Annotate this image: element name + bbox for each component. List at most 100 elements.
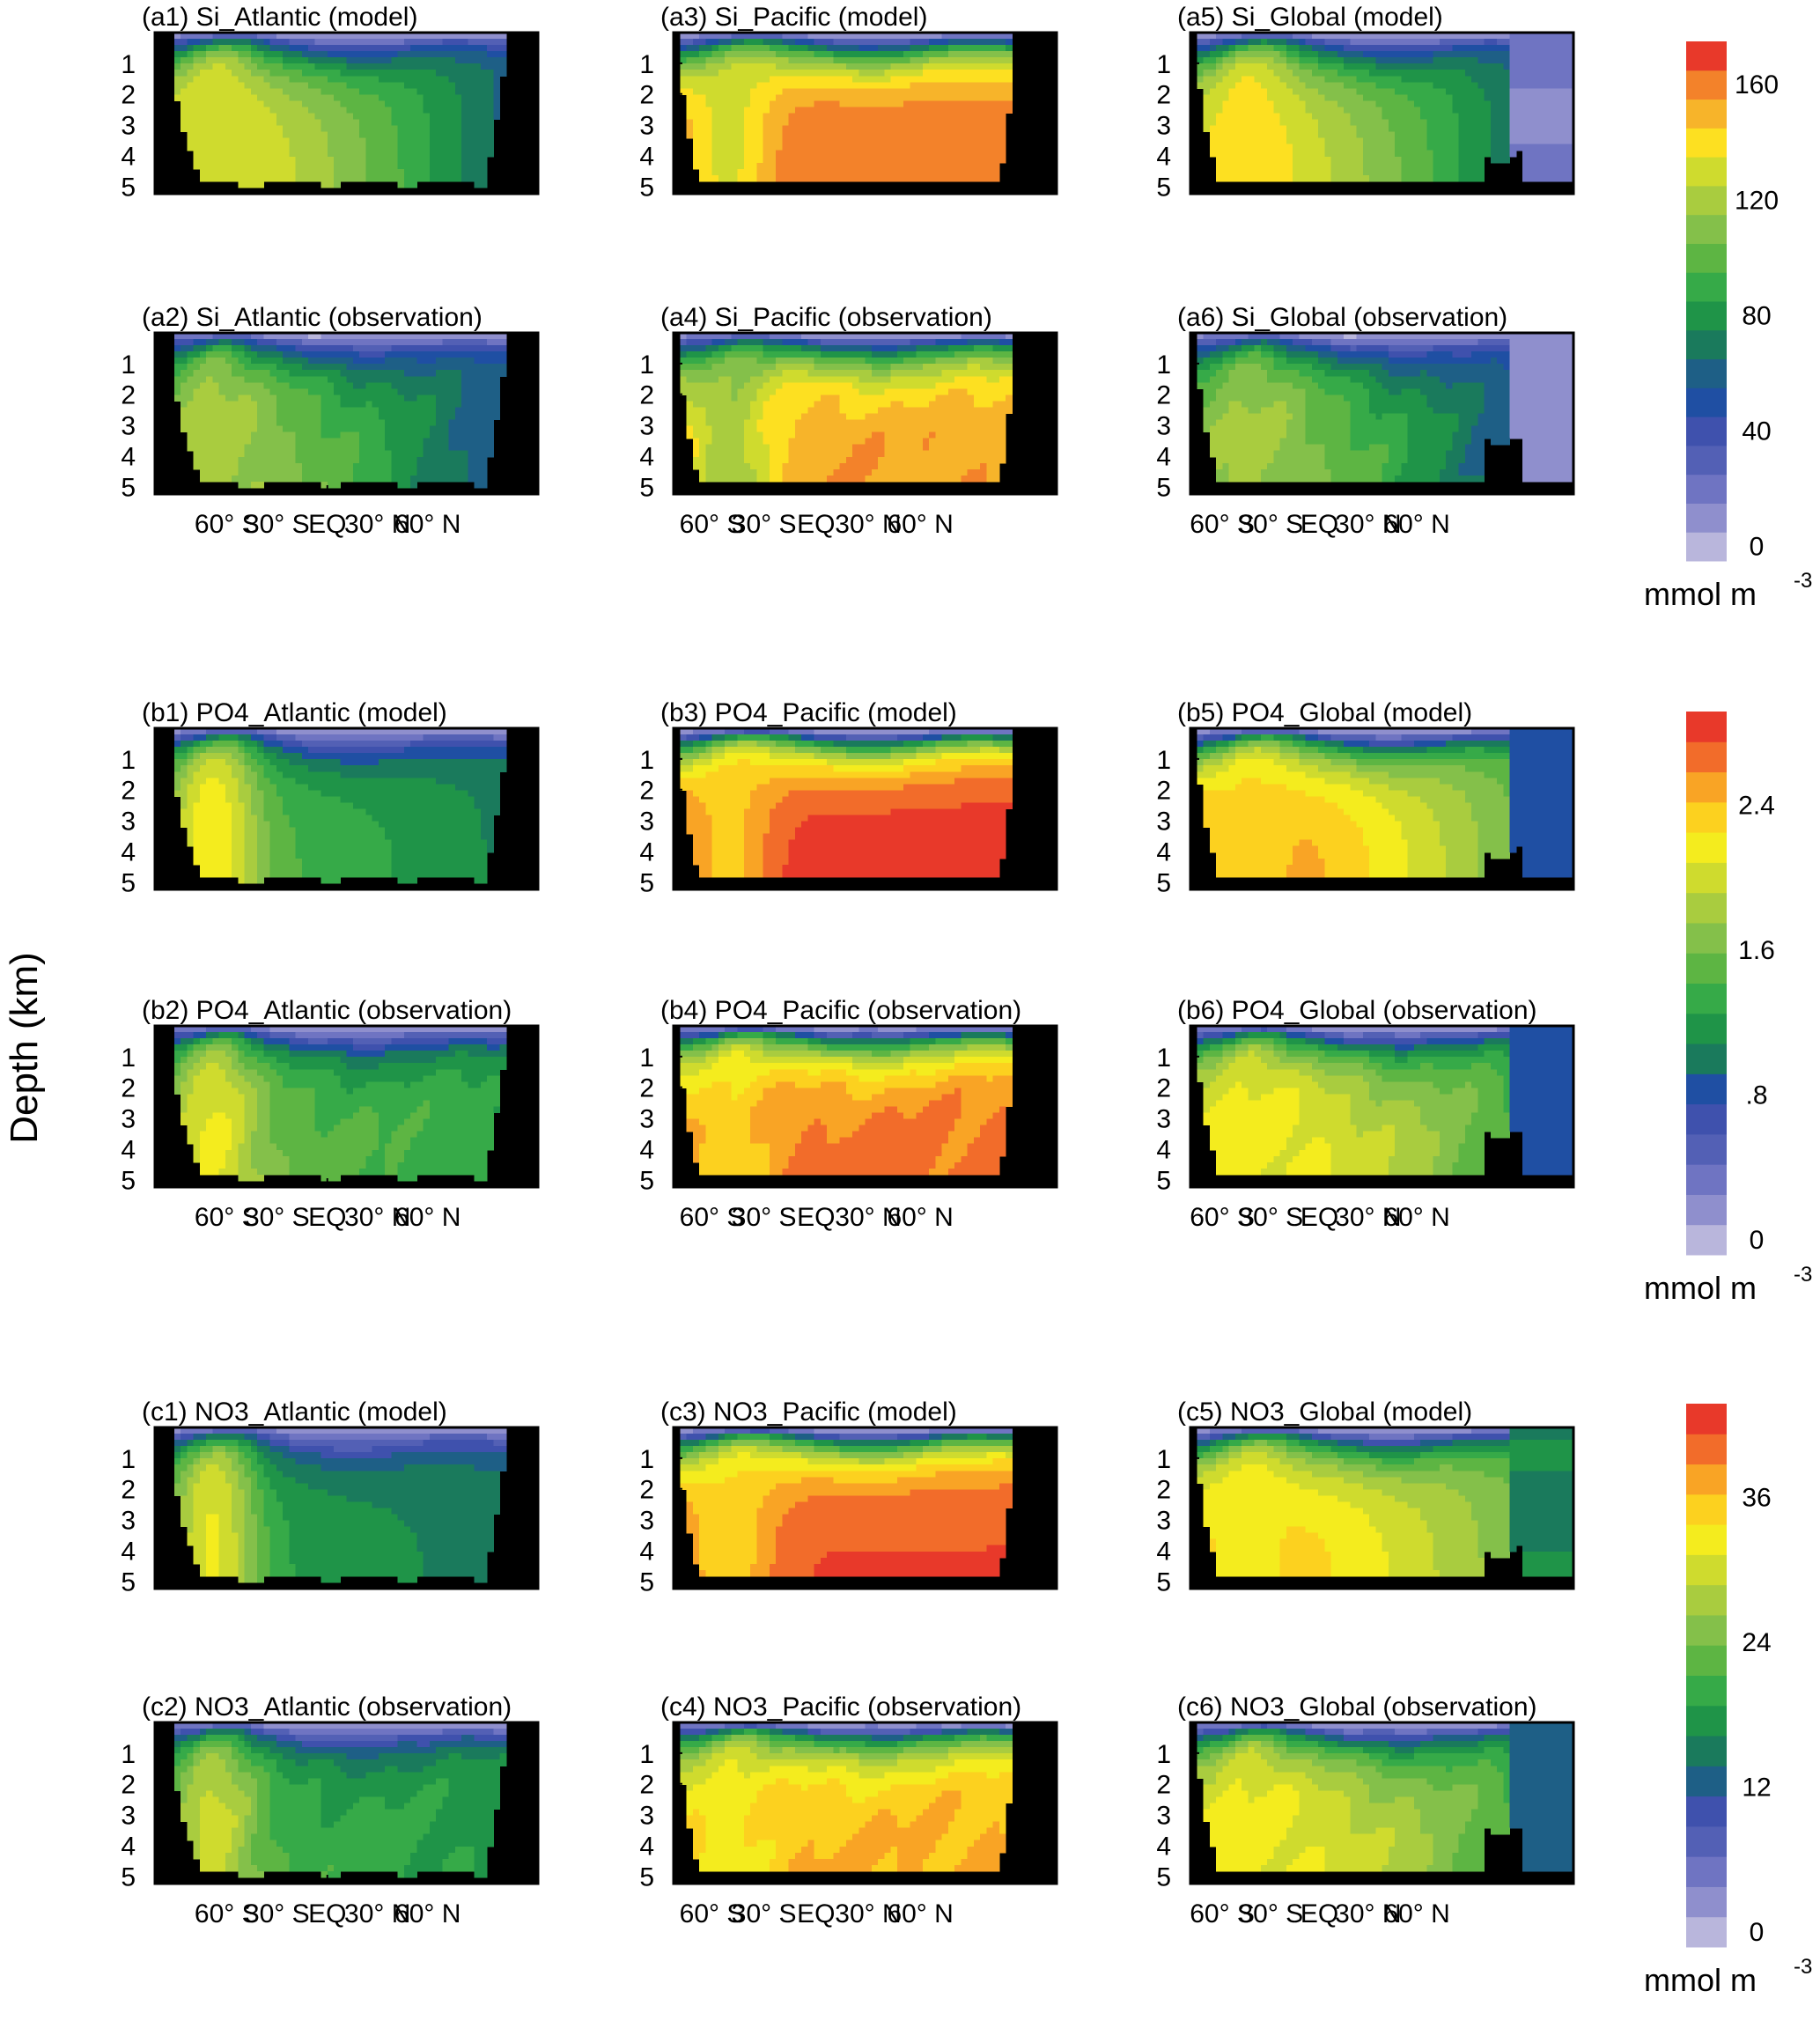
- field-cell: [692, 162, 700, 170]
- field-cell: [756, 431, 764, 439]
- field-cell: [269, 395, 277, 402]
- field-cell: [372, 370, 379, 377]
- field-cell: [193, 450, 201, 458]
- field-cell: [321, 33, 328, 40]
- field-cell: [283, 395, 290, 402]
- field-cell: [461, 407, 468, 415]
- field-cell: [794, 113, 802, 121]
- field-cell: [416, 150, 424, 158]
- field-cell: [705, 444, 713, 452]
- field-cell: [858, 351, 866, 358]
- field-cell: [718, 82, 726, 89]
- field-cell: [263, 131, 271, 139]
- field-cell: [461, 475, 468, 483]
- field-cell: [986, 345, 994, 352]
- field-cell: [1006, 94, 1013, 102]
- field-cell: [416, 376, 424, 383]
- field-cell: [705, 401, 713, 409]
- field-cell: [352, 131, 360, 139]
- field-cell: [756, 345, 764, 352]
- field-cell: [986, 76, 994, 83]
- field-cell: [212, 70, 220, 77]
- field-cell: [448, 82, 456, 89]
- field-cell: [1273, 39, 1281, 46]
- field-cell: [941, 364, 949, 371]
- field-cell: [244, 462, 252, 470]
- field-cell: [782, 351, 790, 358]
- field-cell: [998, 413, 1006, 421]
- field-cell: [448, 358, 456, 365]
- field-cell: [725, 156, 732, 164]
- field-cell: [782, 162, 790, 170]
- field-cell: [871, 401, 879, 409]
- field-cell: [858, 156, 866, 164]
- field-cell: [334, 333, 341, 340]
- field-cell: [474, 45, 482, 52]
- field-cell: [916, 39, 924, 46]
- field-cell: [480, 413, 488, 421]
- field-cell: [301, 45, 309, 52]
- field-cell: [929, 468, 936, 476]
- field-cell: [1324, 39, 1332, 46]
- field-cell: [845, 345, 853, 352]
- panel-frame: [672, 31, 1058, 195]
- field-cell: [218, 33, 226, 40]
- field-cell: [397, 450, 405, 458]
- field-cell: [967, 438, 975, 446]
- field-cell: [173, 45, 181, 52]
- field-cell: [699, 345, 706, 352]
- field-cell: [308, 100, 315, 108]
- field-cell: [314, 407, 322, 415]
- field-cell: [334, 388, 341, 395]
- field-cell: [884, 45, 892, 52]
- field-cell: [929, 150, 936, 158]
- field-cell: [487, 438, 494, 446]
- field-cell: [187, 63, 195, 70]
- field-cell: [763, 413, 770, 421]
- field-cell: [218, 174, 226, 182]
- field-cell: [448, 88, 456, 95]
- field-cell: [403, 119, 411, 127]
- field-cell: [385, 395, 392, 402]
- field-cell: [871, 376, 879, 383]
- field-cell: [301, 431, 309, 439]
- field-cell: [352, 119, 360, 127]
- field-cell: [896, 438, 904, 446]
- field-cell: [903, 33, 910, 40]
- field-cell: [967, 70, 975, 77]
- field-cell: [173, 82, 181, 89]
- field-cell: [429, 94, 437, 102]
- field-cell: [750, 100, 757, 108]
- field-cell: [692, 39, 700, 46]
- field-cell: [232, 468, 239, 476]
- field-cell: [244, 425, 252, 433]
- field-cell: [346, 45, 354, 52]
- field-cell: [327, 382, 335, 389]
- field-cell: [468, 351, 475, 358]
- field-cell: [225, 450, 232, 458]
- field-cell: [403, 364, 411, 371]
- field-cell: [365, 395, 373, 402]
- field-cell: [232, 364, 239, 371]
- field-cell: [365, 174, 373, 182]
- field-cell: [487, 401, 494, 409]
- field-cell: [750, 156, 757, 164]
- field-cell: [935, 456, 943, 464]
- field-cell: [232, 339, 239, 346]
- field-cell: [283, 82, 290, 89]
- field-cell: [998, 407, 1006, 415]
- field-cell: [903, 39, 910, 46]
- field-cell: [295, 82, 303, 89]
- field-cell: [903, 131, 910, 139]
- field-cell: [929, 119, 936, 127]
- field-cell: [947, 100, 955, 108]
- field-cell: [680, 351, 688, 358]
- field-cell: [973, 395, 981, 402]
- field-cell: [206, 438, 213, 446]
- field-cell: [436, 125, 443, 133]
- field-cell: [359, 63, 366, 70]
- field-cell: [372, 395, 379, 402]
- field-cell: [397, 39, 405, 46]
- depth-tick-label: 1: [121, 50, 136, 79]
- field-cell: [250, 150, 258, 158]
